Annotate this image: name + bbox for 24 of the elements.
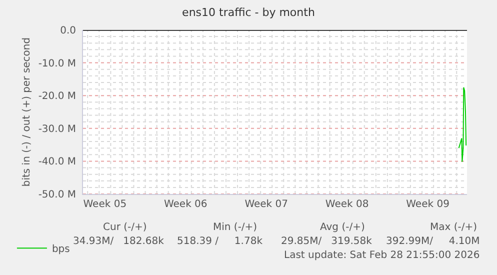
y-axis-title: bits in (-) / out (+) per second — [21, 37, 32, 187]
legend-label: bps — [52, 244, 70, 256]
text: 518.39 / 1.78k — [177, 236, 263, 247]
y-tick-label: -10.0 M — [38, 58, 76, 70]
text: 392.99M/ 4.10M — [386, 236, 480, 247]
chart-title: ens10 traffic - by month — [182, 6, 315, 19]
y-tick-label: -30.0 M — [38, 124, 76, 135]
y-tick-label: 0.0 — [60, 26, 76, 36]
x-tick-label: Week 08 — [325, 199, 369, 210]
text: Max (-/+) — [430, 222, 478, 233]
x-tick-label: Week 06 — [164, 199, 208, 210]
text: Min (-/+) — [213, 222, 258, 233]
text: Last update: Sat Feb 28 21:55:00 2026 — [284, 250, 480, 261]
line-series — [458, 86, 467, 162]
x-tick-label: Week 07 — [244, 199, 288, 210]
x-tick-label: Week 09 — [406, 199, 450, 210]
y-tick-label: -20.0 M — [38, 91, 76, 102]
text: 29.85M/ 319.58k — [281, 236, 372, 247]
text: 34.93M/ 182.68k — [73, 236, 164, 247]
x-tick-label: Week 05 — [83, 199, 127, 210]
y-tick-label: -40.0 M — [38, 156, 76, 168]
text: Avg (-/+) — [320, 222, 365, 233]
y-tick-label: -50.0 M — [38, 190, 76, 200]
text: Cur (-/+) — [103, 222, 147, 233]
